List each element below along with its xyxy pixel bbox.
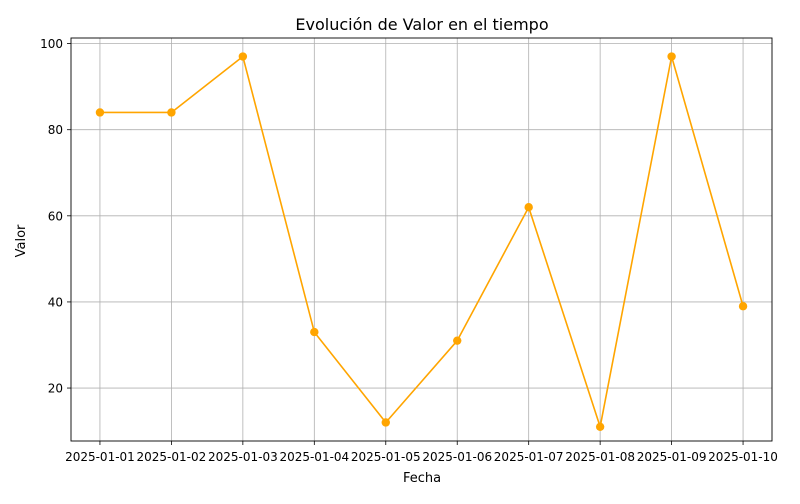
grid-lines — [71, 38, 772, 441]
x-tick-label: 2025-01-07 — [494, 450, 564, 464]
chart-title: Evolución de Valor en el tiempo — [295, 15, 548, 34]
y-tick-label: 20 — [48, 382, 63, 396]
x-tick-label: 2025-01-01 — [65, 450, 135, 464]
x-tick-label: 2025-01-09 — [637, 450, 707, 464]
x-tick-label: 2025-01-10 — [708, 450, 778, 464]
x-axis-label: Fecha — [403, 471, 441, 486]
data-point — [667, 52, 676, 61]
y-tick-label: 60 — [48, 209, 63, 223]
series-layer — [95, 52, 748, 431]
data-point — [167, 108, 176, 117]
y-axis-label: Valor — [14, 224, 29, 257]
data-point — [738, 302, 748, 311]
data-point — [595, 422, 605, 431]
data-point — [381, 418, 390, 427]
data-point — [310, 327, 319, 337]
data-point — [238, 52, 248, 61]
y-tick-label: 80 — [48, 123, 63, 137]
x-tick-label: 2025-01-04 — [279, 450, 349, 464]
axis-ticks: 2025-01-01 2025-01-02 2025-01-03 2025-01-04… — [40, 37, 778, 464]
series-line — [99, 55, 744, 428]
data-point — [95, 108, 105, 117]
x-tick-label: 2025-01-03 — [208, 450, 278, 464]
plot-frame — [70, 37, 773, 442]
x-tick-label: 2025-01-08 — [565, 450, 635, 464]
x-tick-label: 2025-01-06 — [422, 450, 492, 464]
data-point — [453, 336, 462, 345]
x-tick-label: 2025-01-05 — [351, 450, 421, 464]
y-tick-label: 40 — [48, 295, 63, 309]
y-tick-label: 100 — [40, 37, 63, 51]
x-tick-label: 2025-01-02 — [137, 450, 207, 464]
data-point — [524, 203, 533, 212]
